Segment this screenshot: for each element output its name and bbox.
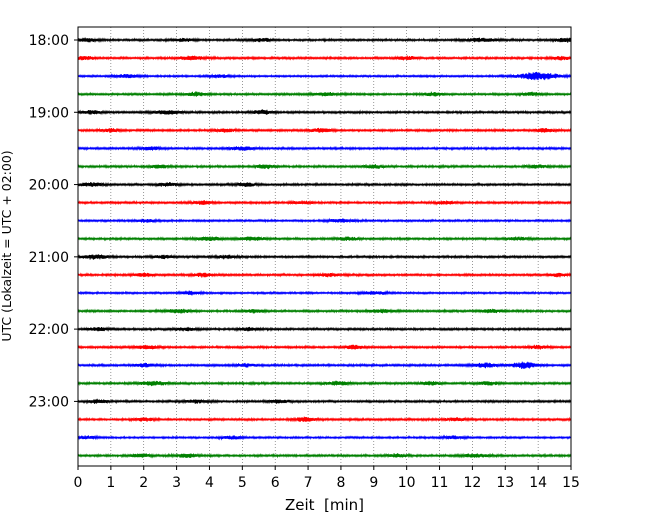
x-tick-label: 11 (431, 475, 449, 491)
y-tick-label: 20:00 (29, 178, 69, 194)
trace-2100 (77, 253, 572, 260)
y-tick-label: 22:00 (29, 322, 69, 338)
x-tick-label: 8 (336, 475, 345, 491)
trace-1830 (77, 71, 572, 81)
trace-2000 (77, 181, 572, 188)
y-tick-label: 18:00 (29, 33, 69, 49)
trace-2045 (77, 235, 572, 242)
trace-2130 (77, 289, 572, 296)
x-tick-label: 6 (271, 475, 280, 491)
trace-2230 (77, 361, 572, 370)
trace-2015 (77, 199, 572, 206)
x-tick-label: 10 (398, 475, 416, 491)
x-tick-label: 1 (106, 475, 115, 491)
trace-2300 (77, 398, 572, 405)
trace-2315 (77, 416, 572, 423)
trace-1930 (77, 145, 572, 152)
trace-2030 (77, 217, 572, 224)
trace-area (77, 36, 572, 459)
plot-frame (77, 26, 572, 467)
x-tick-label: 7 (304, 475, 313, 491)
trace-2345 (77, 452, 572, 459)
trace-2330 (77, 434, 572, 441)
y-tick-label: 21:00 (29, 250, 69, 266)
trace-1900 (77, 109, 572, 116)
x-tick-label: 2 (139, 475, 148, 491)
trace-1945 (77, 163, 572, 170)
x-axis: 0 1 2 3 4 5 6 7 8 9 10 11 12 13 14 15 (74, 466, 580, 491)
y-tick-label: 23:00 (29, 394, 69, 410)
y-axis: 18:00 19:00 20:00 21:00 22:00 23:00 (29, 33, 78, 410)
trace-1815 (77, 55, 572, 62)
trace-2245 (77, 380, 572, 387)
trace-2115 (77, 271, 572, 278)
x-tick-label: 4 (205, 475, 214, 491)
x-axis-label: Zeit [min] (285, 496, 364, 514)
trace-2200 (77, 326, 572, 333)
x-tick-label: 5 (238, 475, 247, 491)
y-axis-label: UTC (Lokalzeit = UTC + 02:00) (0, 150, 14, 341)
trace-2215 (77, 344, 572, 351)
trace-1915 (77, 127, 572, 134)
y-tick-label: 19:00 (29, 105, 69, 121)
x-tick-label: 3 (172, 475, 181, 491)
trace-1800 (77, 36, 572, 43)
x-tick-label: 15 (562, 475, 580, 491)
x-tick-label: 13 (496, 475, 514, 491)
vertical-grid (110, 27, 539, 466)
x-tick-label: 0 (74, 475, 83, 491)
trace-2145 (77, 307, 572, 315)
x-tick-label: 12 (463, 475, 481, 491)
x-tick-label: 14 (529, 475, 547, 491)
x-tick-label: 9 (369, 475, 378, 491)
trace-1845 (77, 91, 572, 98)
